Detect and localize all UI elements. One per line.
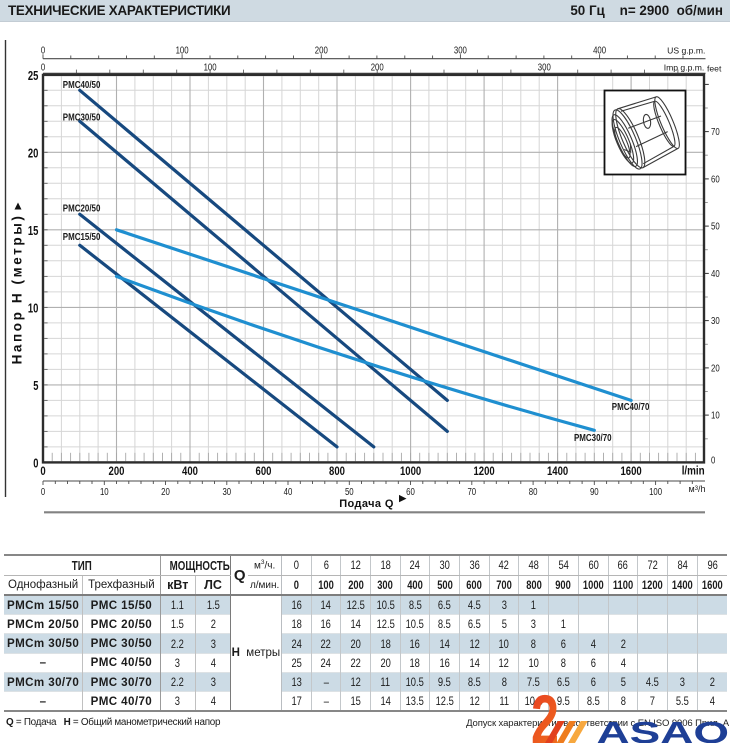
svg-text:Подача Q: Подача Q — [339, 498, 394, 510]
svg-text:50: 50 — [345, 487, 354, 498]
svg-text:60: 60 — [406, 487, 415, 498]
svg-text:25: 25 — [28, 68, 39, 83]
svg-text:30: 30 — [711, 316, 720, 327]
svg-text:200: 200 — [109, 464, 125, 478]
svg-text:600: 600 — [256, 464, 272, 478]
svg-text:US g.p.m.: US g.p.m. — [667, 45, 705, 55]
svg-text:40: 40 — [711, 269, 720, 280]
svg-text:20: 20 — [161, 487, 170, 498]
svg-text:ASAO: ASAO — [597, 716, 730, 743]
svg-text:400: 400 — [593, 45, 606, 56]
svg-text:10: 10 — [100, 487, 109, 498]
svg-text:0: 0 — [40, 464, 45, 478]
svg-text:Напор H (метры): Напор H (метры) — [10, 214, 25, 365]
svg-text:200: 200 — [371, 63, 384, 74]
svg-text:Imp g.p.m.: Imp g.p.m. — [664, 63, 705, 73]
svg-text:10: 10 — [711, 411, 720, 422]
svg-text:100: 100 — [649, 487, 662, 498]
svg-text:100: 100 — [204, 63, 217, 74]
svg-text:90: 90 — [590, 487, 599, 498]
svg-text:1200: 1200 — [474, 464, 495, 478]
svg-text:0: 0 — [41, 63, 46, 74]
svg-text:PMC40/70: PMC40/70 — [612, 402, 650, 413]
svg-text:0: 0 — [41, 487, 46, 498]
svg-text:PMC40/50: PMC40/50 — [63, 80, 101, 91]
svg-text:PMC30/70: PMC30/70 — [574, 433, 612, 444]
svg-text:100: 100 — [176, 45, 189, 56]
svg-text:feet: feet — [707, 64, 722, 74]
svg-text:50: 50 — [711, 222, 720, 233]
svg-text:70: 70 — [711, 127, 720, 138]
svg-text:70: 70 — [467, 487, 476, 498]
svg-text:40: 40 — [284, 487, 293, 498]
svg-text:200: 200 — [315, 45, 328, 56]
svg-text:60: 60 — [711, 174, 720, 185]
svg-text:1600: 1600 — [621, 464, 642, 478]
svg-text:300: 300 — [454, 45, 467, 56]
svg-text:0: 0 — [33, 456, 38, 471]
svg-text:PMC30/50: PMC30/50 — [63, 112, 101, 123]
svg-text:1000: 1000 — [400, 464, 421, 478]
svg-text:20: 20 — [711, 363, 720, 374]
svg-text:0: 0 — [41, 45, 46, 56]
svg-text:5: 5 — [33, 378, 38, 393]
svg-text:PMC20/50: PMC20/50 — [63, 204, 101, 215]
svg-text:20: 20 — [28, 146, 39, 161]
svg-text:10: 10 — [28, 301, 39, 316]
svg-text:300: 300 — [538, 63, 551, 74]
svg-text:15: 15 — [28, 223, 39, 238]
svg-text:30: 30 — [222, 487, 231, 498]
svg-text:1400: 1400 — [547, 464, 568, 478]
svg-text:PMC15/50: PMC15/50 — [63, 232, 101, 243]
svg-text:l/min: l/min — [682, 464, 705, 478]
svg-text:м3/h: м3/h — [689, 484, 706, 494]
svg-text:80: 80 — [529, 487, 538, 498]
svg-text:0: 0 — [711, 455, 716, 466]
svg-text:800: 800 — [329, 464, 345, 478]
svg-text:400: 400 — [182, 464, 198, 478]
